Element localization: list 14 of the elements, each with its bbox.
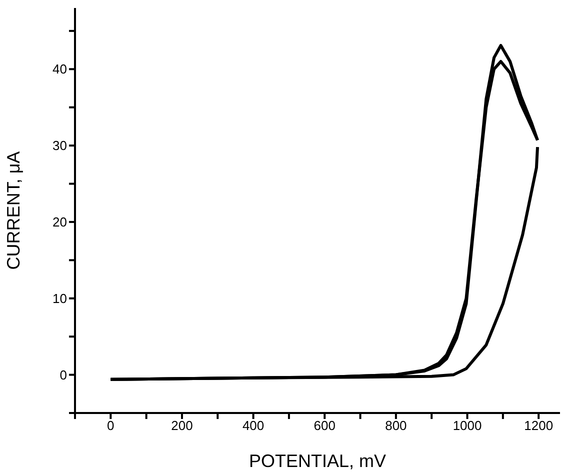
x-tick-label: 600 (314, 418, 336, 434)
x-tick-label: 400 (242, 418, 264, 434)
y-tick-label: 30 (52, 138, 67, 154)
x-axis-title: POTENTIAL, mV (248, 451, 386, 471)
x-tick-label: 0 (107, 418, 114, 434)
y-tick-label: 0 (60, 367, 67, 382)
y-axis-title: CURRENT, μA (3, 151, 24, 270)
x-tick-label: 200 (171, 418, 193, 434)
y-tick-label: 20 (52, 214, 67, 230)
x-tick-label: 1000 (452, 418, 482, 434)
x-tick-label: 800 (385, 418, 407, 434)
y-tick-label: 10 (52, 290, 67, 306)
y-tick-label: 40 (52, 62, 67, 77)
x-tick-label: 1200 (524, 418, 554, 434)
